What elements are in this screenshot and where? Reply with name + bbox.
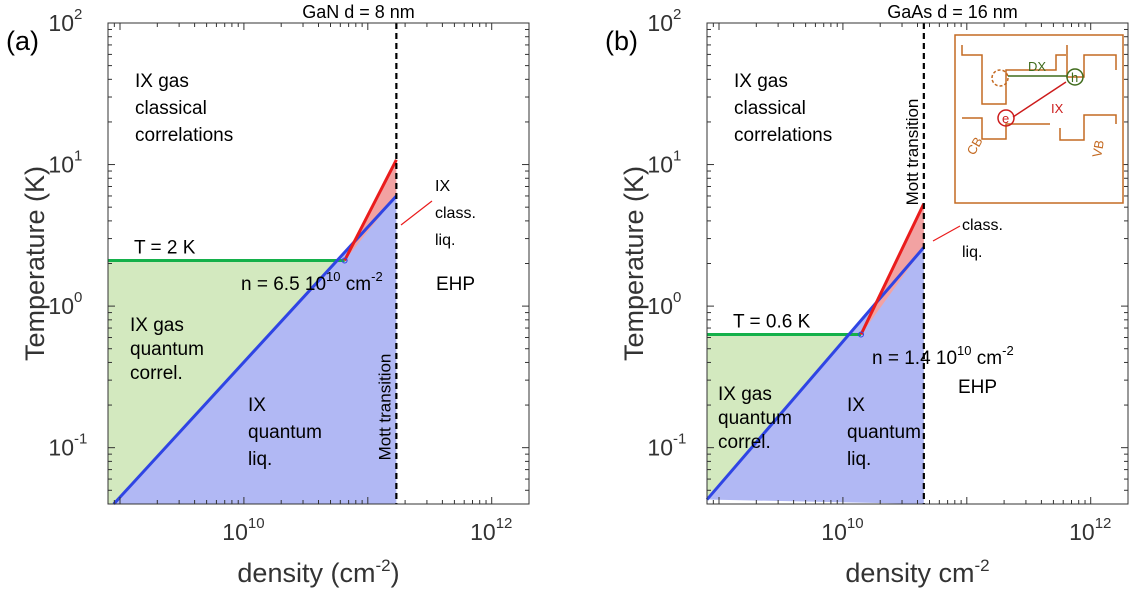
region-label-classical-liquid: class.: [962, 217, 1003, 234]
region-label-classical-liquid: IX: [435, 178, 450, 195]
region-label-gas-quantum: IX gas: [718, 384, 772, 405]
crossing-point: [858, 331, 865, 338]
y-tick-label-exp: 1: [673, 148, 681, 165]
region-label-quantum-liquid: liq.: [847, 449, 871, 470]
region-label-gas-classical: classical: [734, 98, 806, 119]
temperature-line-label: T = 0.6 K: [733, 312, 811, 333]
inset-vb-label: VB: [1089, 139, 1107, 159]
inset-h-label: h: [1071, 70, 1078, 85]
region-label-gas-classical: classical: [135, 98, 207, 119]
x-tick-label-exp: 12: [496, 515, 513, 532]
region-label-gas-classical: IX gas: [135, 71, 189, 92]
mott-transition-label: Mott transition: [903, 99, 922, 206]
ticks: [706, 22, 1129, 505]
x-axis-label: density (cm-2): [237, 556, 399, 588]
y-axis-label: Temperature (K): [20, 166, 50, 361]
panel-label: (a): [6, 26, 39, 56]
y-tick-label-exp: 1: [74, 148, 82, 165]
y-tick-label-exp: 0: [673, 289, 681, 306]
quantum-liquid-boundary-line: [112, 194, 398, 506]
region-label-gas-quantum: IX gas: [130, 315, 184, 336]
x-tick-label-exp: 10: [847, 515, 864, 532]
panel-title: GaAs d = 16 nm: [887, 2, 1018, 22]
y-tick-label-exp: -1: [673, 431, 686, 448]
region-label-quantum-liquid: IX: [847, 395, 865, 416]
panel-title: GaN d = 8 nm: [302, 2, 415, 22]
x-tick-label-exp: 12: [1095, 515, 1112, 532]
inset-frame: [954, 34, 1124, 204]
crossing-label: n = 6.5 1010 cm-2: [241, 269, 383, 295]
x-tick-label-exp: 10: [248, 515, 265, 532]
crossing-label: n = 1.4 1010 cm-2: [872, 343, 1014, 369]
region-label-gas-classical: correlations: [135, 125, 233, 146]
inset-ix-label: IX: [1051, 101, 1064, 116]
region-label-gas-quantum: correl.: [130, 363, 183, 384]
x-tick-label: 10: [470, 519, 496, 545]
y-tick-label: 10: [647, 152, 673, 178]
y-tick-label-exp: 2: [673, 6, 681, 23]
region-label-quantum-liquid: liq.: [248, 449, 272, 470]
y-tick-label: 10: [647, 435, 673, 461]
region-label-gas-classical: IX gas: [734, 71, 788, 92]
valence-band-lower: [1059, 114, 1117, 141]
classical-liquid-boundary-line: [343, 159, 398, 262]
inset-e-label: e: [1002, 111, 1009, 126]
region-label-gas-quantum: quantum: [718, 408, 792, 429]
region-label-quantum-liquid: IX: [248, 395, 266, 416]
electron-circle: [997, 109, 1015, 127]
inset-dx-label: DX: [1028, 59, 1046, 74]
panel-label: (b): [605, 26, 638, 56]
crossing-point: [341, 257, 348, 264]
conduction-band: [961, 45, 1066, 105]
ehp-label: EHP: [436, 274, 475, 295]
y-tick-label-exp: 2: [74, 6, 82, 23]
region-label-classical-liquid: liq.: [962, 244, 982, 261]
temperature-line-label: T = 2 K: [134, 238, 196, 259]
y-axis-label: Temperature (K): [619, 166, 649, 361]
ticks: [107, 22, 530, 505]
x-axis-label: density cm-2: [845, 556, 989, 588]
region-gas-quantum: [707, 334, 862, 504]
y-tick-label: 10: [48, 435, 74, 461]
dx-electron-circle: [991, 69, 1009, 87]
region-label-quantum-liquid: quantum: [847, 422, 921, 443]
x-tick-label: 10: [1069, 519, 1095, 545]
region-label-gas-quantum: quantum: [130, 339, 204, 360]
ehp-label: EHP: [958, 377, 997, 398]
region-label-classical-liquid: class.: [435, 205, 476, 222]
region-label-quantum-liquid: quantum: [248, 422, 322, 443]
y-tick-label-exp: -1: [74, 431, 87, 448]
x-tick-label: 10: [821, 519, 847, 545]
y-tick-label: 10: [647, 293, 673, 319]
region-label-classical-liquid: liq.: [435, 232, 455, 249]
region-label-gas-quantum: correl.: [718, 432, 771, 453]
y-tick-label: 10: [48, 152, 74, 178]
mott-transition-label: Mott transition: [375, 354, 394, 461]
pointer-line: [932, 225, 961, 242]
ix-line: [1012, 81, 1067, 118]
y-tick-label: 10: [647, 10, 673, 36]
classical-liquid-boundary-line: [859, 202, 926, 336]
y-tick-label: 10: [48, 10, 74, 36]
hole-circle: [1066, 68, 1084, 86]
quantum-liquid-boundary-line: [705, 246, 925, 501]
region-label-gas-classical: correlations: [734, 125, 832, 146]
pointer-line: [400, 200, 433, 226]
y-tick-label: 10: [48, 293, 74, 319]
x-tick-label: 10: [222, 519, 248, 545]
y-tick-label-exp: 0: [74, 289, 82, 306]
valence-band: [1066, 45, 1117, 78]
conduction-band-lower: [962, 117, 1050, 140]
